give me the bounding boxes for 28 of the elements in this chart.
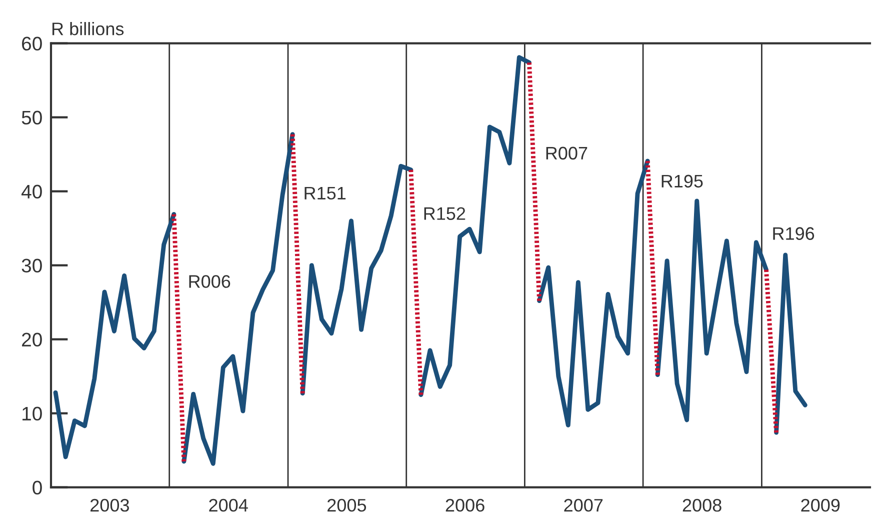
x-tick-label: 2005 — [328, 498, 366, 512]
annotation: R195 — [662, 174, 703, 188]
line-series — [53, 212, 176, 460]
line-series — [182, 132, 295, 466]
x-tick-label: 2007 — [564, 498, 603, 512]
y-tick-label: 40 — [21, 184, 42, 199]
y-tick-label: 20 — [22, 332, 42, 347]
y-tick-label: 10 — [22, 406, 42, 421]
line-series — [537, 158, 650, 428]
annotation: R152 — [424, 207, 466, 220]
line-series — [774, 252, 808, 435]
x-tick-label: 2006 — [446, 498, 484, 512]
y-tick-label: 50 — [22, 110, 42, 125]
y-tick-label: 30 — [22, 258, 42, 273]
x-tick-label: 2003 — [90, 498, 129, 512]
y-tick-label: 60 — [22, 36, 42, 51]
y-tick-label: 0 — [32, 480, 42, 495]
annotation: R151 — [304, 186, 346, 200]
x-tick-label: 2004 — [209, 498, 248, 512]
line-series — [300, 164, 414, 396]
line-series — [418, 55, 532, 398]
annotation: R196 — [773, 227, 814, 240]
annotation: R006 — [189, 275, 230, 288]
annotation: R007 — [546, 146, 588, 160]
y-axis-title: R billions — [52, 22, 124, 36]
x-tick-label: 2009 — [801, 498, 840, 512]
line-series — [655, 198, 768, 422]
x-tick-label: 2008 — [682, 498, 722, 512]
